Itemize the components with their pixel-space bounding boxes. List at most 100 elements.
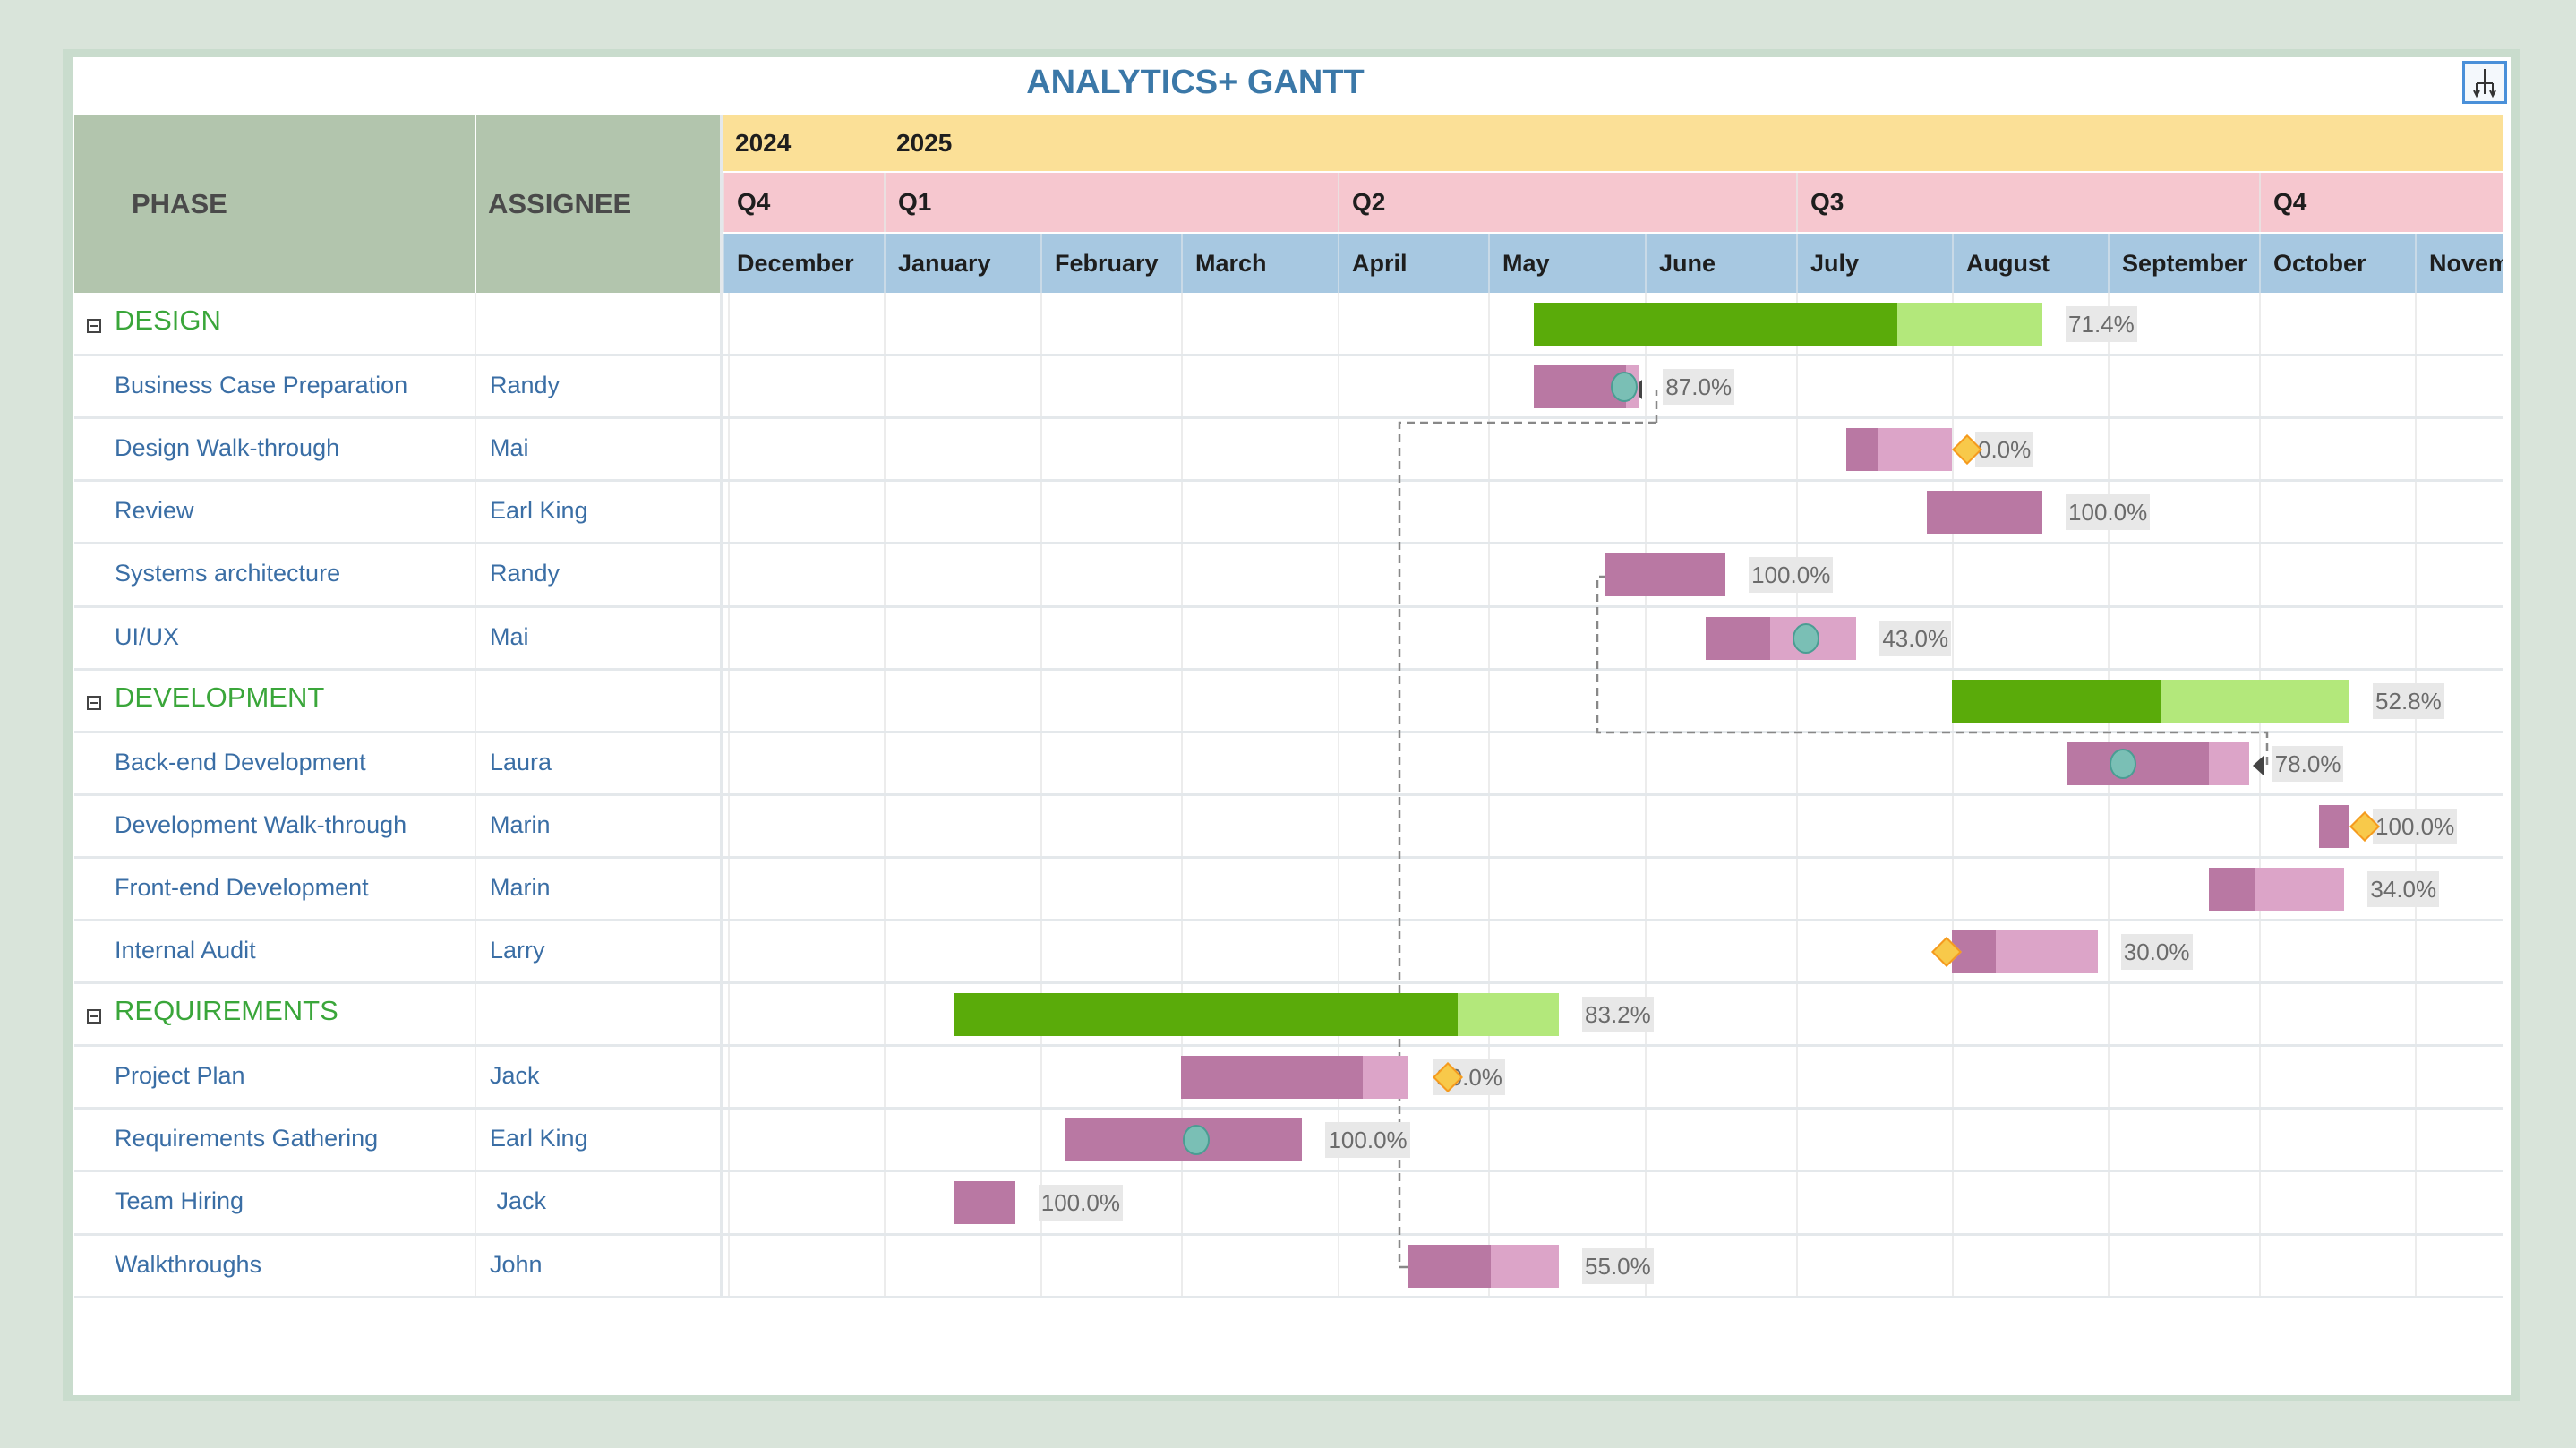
task-bar[interactable] xyxy=(1926,491,2043,535)
month-cell: January xyxy=(884,234,1040,293)
progress-label: 55.0% xyxy=(1582,1247,1654,1284)
year-cell: 2025 xyxy=(884,115,2503,171)
month-cell: July xyxy=(1796,234,1952,293)
task-name[interactable]: Business Case Preparation xyxy=(115,372,408,399)
task-assignee: John xyxy=(490,1250,543,1278)
progress-handle-icon[interactable] xyxy=(1611,372,1639,403)
progress-fill xyxy=(1533,365,1626,409)
month-cell: December xyxy=(723,234,884,293)
group-name[interactable]: REQUIREMENTS xyxy=(115,995,338,1027)
quarter-cell: Q1 xyxy=(884,173,1338,232)
task-name[interactable]: Team Hiring xyxy=(115,1187,244,1215)
task-bar[interactable] xyxy=(2319,804,2350,848)
row-divider xyxy=(74,1295,2503,1298)
row-divider xyxy=(74,542,2503,545)
quarter-cell: Q2 xyxy=(1338,173,1796,232)
progress-label: 43.0% xyxy=(1879,620,1952,656)
task-name[interactable]: Front-end Development xyxy=(115,873,369,901)
progress-label: 52.8% xyxy=(2373,682,2444,719)
row-divider xyxy=(74,604,2503,608)
grid-splitter[interactable] xyxy=(720,115,723,1298)
phase-column-header[interactable] xyxy=(74,115,475,293)
progress-fill xyxy=(2319,804,2350,848)
month-cell: Novem xyxy=(2415,234,2503,293)
progress-label: 83.2% xyxy=(1582,997,1654,1033)
task-assignee: Marin xyxy=(490,810,551,838)
task-name[interactable]: Walkthroughs xyxy=(115,1250,262,1278)
progress-label: 78.0% xyxy=(2272,745,2344,782)
progress-label: 71.4% xyxy=(2066,306,2137,343)
export-button[interactable] xyxy=(2462,61,2507,104)
task-bar[interactable] xyxy=(1846,428,1952,472)
task-assignee: Mai xyxy=(490,434,529,462)
progress-label: 34.0% xyxy=(2367,870,2440,907)
task-name[interactable]: Systems architecture xyxy=(115,560,341,587)
task-name[interactable]: Internal Audit xyxy=(115,937,256,964)
dependency-arrow-icon xyxy=(2253,756,2264,775)
collapse-icon[interactable] xyxy=(87,695,101,710)
task-assignee: Earl King xyxy=(490,497,588,525)
dependency-line xyxy=(1596,575,2269,767)
progress-label: 100.0% xyxy=(1038,1185,1123,1221)
row-divider xyxy=(74,1170,2503,1173)
month-cell: May xyxy=(1488,234,1645,293)
month-cell: March xyxy=(1181,234,1338,293)
task-bar[interactable] xyxy=(2067,741,2249,785)
assignee-header-label: ASSIGNEE xyxy=(488,188,632,219)
dependency-line xyxy=(1398,390,1658,1269)
collapse-icon[interactable] xyxy=(87,319,101,334)
row-divider xyxy=(74,855,2503,859)
row-divider xyxy=(74,793,2503,796)
progress-fill xyxy=(954,993,1458,1037)
quarter-cell: Q3 xyxy=(1796,173,2259,232)
task-name[interactable]: Requirements Gathering xyxy=(115,1125,379,1152)
task-name[interactable]: Development Walk-through xyxy=(115,810,407,838)
month-cell: September xyxy=(2108,234,2259,293)
task-bar[interactable] xyxy=(1705,616,1857,660)
task-bar[interactable] xyxy=(1604,553,1726,597)
collapse-icon[interactable] xyxy=(87,1009,101,1024)
progress-fill xyxy=(1926,491,2043,535)
task-bar[interactable] xyxy=(1181,1056,1408,1100)
progress-label: 30.0% xyxy=(2120,934,2193,971)
assignee-column-header[interactable] xyxy=(476,115,720,293)
summary-bar[interactable] xyxy=(1533,303,2043,347)
progress-label: 87.0% xyxy=(1663,369,1735,406)
summary-bar[interactable] xyxy=(954,993,1560,1037)
month-cell: August xyxy=(1952,234,2108,293)
task-bar[interactable] xyxy=(2208,867,2345,911)
task-bar[interactable] xyxy=(954,1181,1015,1225)
progress-handle-icon[interactable] xyxy=(1182,1125,1210,1156)
progress-handle-icon[interactable] xyxy=(1793,622,1820,654)
row-divider xyxy=(74,1044,2503,1048)
row-divider xyxy=(74,354,2503,357)
progress-fill xyxy=(2208,867,2255,911)
year-cell: 2024 xyxy=(723,115,884,171)
row-divider xyxy=(74,1107,2503,1110)
task-bar[interactable] xyxy=(1952,930,2098,974)
group-name[interactable]: DEVELOPMENT xyxy=(115,681,325,713)
progress-fill xyxy=(1181,1056,1363,1100)
task-assignee: Jack xyxy=(490,1062,540,1090)
progress-label: 100.0% xyxy=(2373,808,2458,844)
group-name[interactable]: DESIGN xyxy=(115,304,221,337)
progress-fill xyxy=(1846,428,1879,472)
task-name[interactable]: Design Walk-through xyxy=(115,434,340,462)
task-name[interactable]: Review xyxy=(115,497,194,525)
summary-bar[interactable] xyxy=(1952,679,2350,723)
month-cell: June xyxy=(1645,234,1796,293)
task-assignee: Randy xyxy=(490,372,561,399)
task-bar[interactable] xyxy=(1408,1244,1560,1288)
task-assignee: Larry xyxy=(490,937,545,964)
task-assignee: Marin xyxy=(490,873,551,901)
progress-fill xyxy=(1705,616,1771,660)
task-name[interactable]: Back-end Development xyxy=(115,748,366,775)
progress-fill xyxy=(1533,303,1897,347)
progress-handle-icon[interactable] xyxy=(2109,748,2136,779)
task-name[interactable]: UI/UX xyxy=(115,622,180,650)
progress-label: 0.0% xyxy=(1975,432,2034,468)
progress-fill xyxy=(1952,679,2162,723)
task-name[interactable]: Project Plan xyxy=(115,1062,245,1090)
row-divider xyxy=(74,667,2503,671)
progress-label: 100.0% xyxy=(1325,1122,1410,1159)
